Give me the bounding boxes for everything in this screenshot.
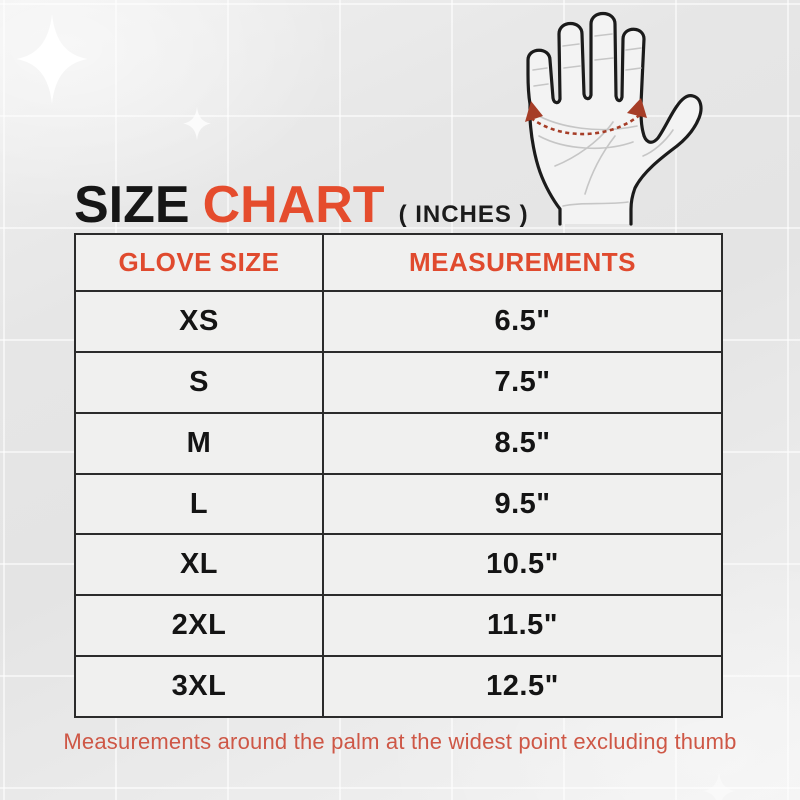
measurement-arrow-icon — [525, 98, 647, 136]
size-value: M — [186, 426, 212, 459]
measurement-value: 8.5" — [494, 426, 551, 459]
table-row: L 9.5" — [76, 472, 721, 534]
size-value: L — [189, 487, 209, 520]
page-title: SIZE CHART ( INCHES ) — [74, 175, 529, 235]
size-table: GLOVE SIZE MEASUREMENTS XS 6.5" S 7.5" M… — [74, 233, 723, 718]
table-row: XL 10.5" — [76, 533, 721, 595]
column-header-label: GLOVE SIZE — [118, 247, 280, 277]
title-word-chart: CHART — [202, 176, 385, 234]
table-row: XS 6.5" — [76, 290, 721, 351]
size-cell: XS — [76, 292, 324, 351]
size-cell: L — [76, 474, 324, 534]
measurement-cell: 11.5" — [324, 596, 721, 655]
size-cell: 2XL — [76, 596, 324, 656]
title-unit: ( INCHES ) — [398, 201, 529, 228]
table-row: 2XL 11.5" — [76, 594, 721, 656]
measurement-cell: 12.5" — [324, 657, 721, 716]
sparkle-icon — [183, 107, 211, 140]
size-value: XL — [179, 548, 219, 581]
measurement-value: 10.5" — [486, 548, 559, 581]
header-cell-measurements: MEASUREMENTS — [324, 235, 721, 290]
size-cell: 3XL — [76, 657, 324, 717]
measurement-value: 11.5" — [486, 609, 559, 642]
table-row: M 8.5" — [76, 411, 721, 473]
measurement-cell: 10.5" — [324, 535, 721, 594]
table-row: S 7.5" — [76, 350, 721, 412]
column-header-label: MEASUREMENTS — [408, 247, 636, 277]
measurement-cell: 8.5" — [324, 414, 721, 473]
sparkle-icon — [16, 14, 88, 104]
measurement-value: 7.5" — [494, 365, 551, 398]
title-word-size: SIZE — [74, 176, 190, 234]
size-value: 3XL — [171, 670, 227, 703]
table-header-row: GLOVE SIZE MEASUREMENTS — [76, 235, 721, 290]
measurement-cell: 6.5" — [324, 292, 721, 351]
size-cell: M — [76, 413, 324, 473]
size-cell: XL — [76, 535, 324, 595]
size-value: 2XL — [171, 609, 227, 642]
size-value: S — [189, 365, 209, 398]
header-cell-glove-size: GLOVE SIZE — [76, 235, 324, 290]
measurement-note: Measurements around the palm at the wide… — [63, 729, 737, 754]
size-cell: S — [76, 352, 324, 412]
measurement-value: 12.5" — [486, 670, 559, 703]
size-value: XS — [179, 304, 219, 337]
table-row: 3XL 12.5" — [76, 655, 721, 717]
measurement-value: 6.5" — [494, 304, 551, 337]
measurement-value: 9.5" — [494, 487, 551, 520]
measurement-cell: 9.5" — [324, 475, 721, 534]
hand-palm-illustration — [525, 6, 705, 226]
hand-outline — [526, 11, 703, 226]
measurement-cell: 7.5" — [324, 353, 721, 412]
sparkle-icon — [703, 772, 735, 800]
palm-creases — [532, 33, 674, 207]
